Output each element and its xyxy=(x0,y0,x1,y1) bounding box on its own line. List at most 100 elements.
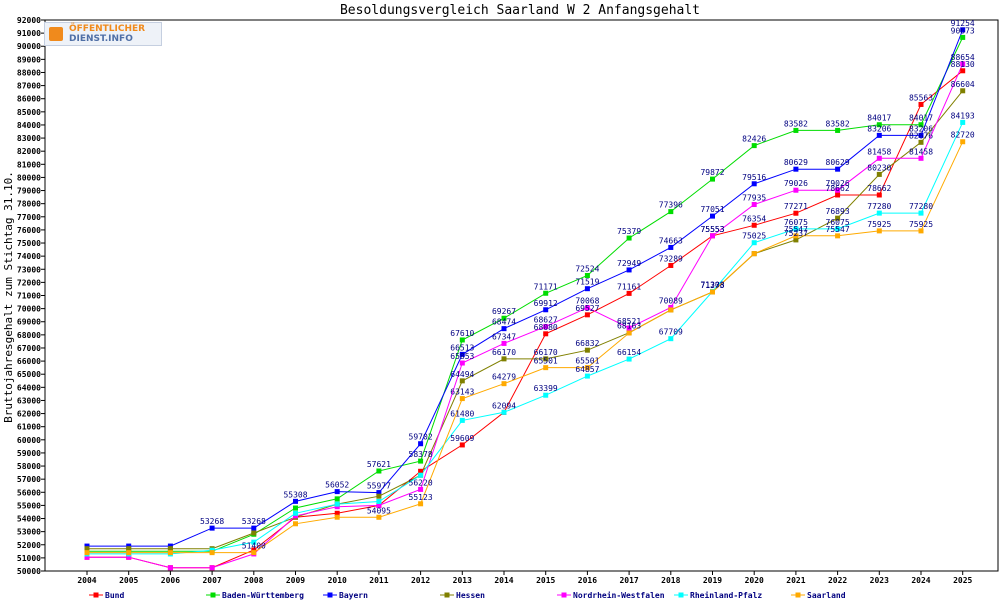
data-point xyxy=(626,356,632,362)
data-point xyxy=(84,550,90,556)
data-label: 70068 xyxy=(575,297,599,306)
data-point xyxy=(918,132,924,138)
y-tick-label: 50000 xyxy=(17,567,41,576)
data-point xyxy=(876,210,882,216)
data-label: 54095 xyxy=(367,506,391,515)
data-point xyxy=(293,510,298,516)
y-tick-label: 84000 xyxy=(17,121,41,130)
y-tick-label: 89000 xyxy=(17,55,41,64)
data-point xyxy=(418,441,424,447)
y-tick-label: 73000 xyxy=(17,265,41,274)
data-point xyxy=(167,543,173,549)
y-tick-label: 78000 xyxy=(17,200,41,209)
data-point xyxy=(459,378,465,384)
x-tick-label: 2011 xyxy=(369,576,388,585)
data-point xyxy=(459,417,465,423)
data-point xyxy=(334,496,340,502)
x-tick-label: 2023 xyxy=(870,576,889,585)
data-point xyxy=(543,290,549,296)
y-tick-label: 92000 xyxy=(17,16,41,25)
data-point xyxy=(334,501,340,507)
y-tick-label: 70000 xyxy=(17,305,41,314)
data-point xyxy=(960,34,966,40)
data-point xyxy=(459,442,465,448)
data-label: 69527 xyxy=(575,304,599,313)
data-label: 76075 xyxy=(784,218,808,227)
data-label: 78662 xyxy=(826,184,850,193)
x-tick-label: 2018 xyxy=(661,576,680,585)
data-point xyxy=(584,312,590,318)
data-label: 56220 xyxy=(409,478,433,487)
x-tick-label: 2024 xyxy=(911,576,930,585)
data-point xyxy=(668,336,674,342)
x-tick-label: 2014 xyxy=(494,576,513,585)
data-point xyxy=(793,226,799,232)
data-point xyxy=(751,251,757,257)
data-point xyxy=(751,240,757,246)
data-point xyxy=(584,365,590,371)
y-tick-label: 57000 xyxy=(17,475,41,484)
data-label: 67610 xyxy=(450,329,474,338)
data-point xyxy=(751,202,757,208)
data-label: 79026 xyxy=(826,179,850,188)
data-point xyxy=(584,286,590,292)
data-point xyxy=(668,209,674,215)
data-point xyxy=(793,210,799,216)
data-label: 68080 xyxy=(534,323,558,332)
data-label: 66170 xyxy=(492,348,516,357)
data-point xyxy=(418,458,424,464)
data-label: 57621 xyxy=(367,460,391,469)
data-point xyxy=(626,330,632,336)
data-point xyxy=(459,396,465,402)
data-label: 58378 xyxy=(409,450,433,459)
y-tick-label: 83000 xyxy=(17,134,41,143)
data-label: 72949 xyxy=(617,259,641,268)
data-point xyxy=(918,228,924,234)
data-point xyxy=(209,525,215,531)
data-label: 66170 xyxy=(534,348,558,357)
data-label: 80629 xyxy=(826,158,850,167)
data-label: 68627 xyxy=(534,316,558,325)
data-point xyxy=(293,521,298,527)
y-tick-label: 54000 xyxy=(17,515,41,524)
data-point xyxy=(251,547,257,553)
y-tick-label: 61000 xyxy=(17,423,41,432)
legend-label: Baden-Württemberg xyxy=(222,591,304,600)
y-tick-label: 80000 xyxy=(17,173,41,182)
y-tick-label: 77000 xyxy=(17,213,41,222)
data-label: 68521 xyxy=(617,317,641,326)
series-line xyxy=(87,37,964,552)
data-point xyxy=(293,513,298,519)
data-label: 82720 xyxy=(951,131,975,140)
data-label: 75547 xyxy=(826,225,850,234)
data-point xyxy=(918,155,924,161)
data-label: 64494 xyxy=(450,370,474,379)
data-label: 77935 xyxy=(742,194,766,203)
data-point xyxy=(84,543,90,549)
data-point xyxy=(835,215,841,221)
data-point xyxy=(251,530,257,536)
y-tick-label: 71000 xyxy=(17,292,41,301)
data-label: 75237 xyxy=(784,229,808,238)
y-tick-label: 55000 xyxy=(17,501,41,510)
data-point xyxy=(543,392,549,398)
data-label: 69267 xyxy=(492,307,516,316)
legend-label: Rheinland-Pfalz xyxy=(690,590,762,600)
logo-icon xyxy=(49,27,63,41)
y-tick-label: 63000 xyxy=(17,396,41,405)
data-label: 65501 xyxy=(534,357,558,366)
data-label: 71171 xyxy=(534,282,558,291)
data-label: 69912 xyxy=(534,299,558,308)
x-tick-label: 2016 xyxy=(578,576,597,585)
data-label: 66154 xyxy=(617,348,641,357)
x-tick-label: 2008 xyxy=(244,576,263,585)
data-label: 83206 xyxy=(909,124,933,133)
data-point xyxy=(418,468,424,474)
data-point xyxy=(960,68,966,74)
y-tick-label: 64000 xyxy=(17,383,41,392)
data-label: 75547 xyxy=(784,225,808,234)
data-point xyxy=(293,505,298,511)
data-label: 72524 xyxy=(575,265,599,274)
data-point xyxy=(334,504,340,510)
data-label: 56052 xyxy=(325,481,349,490)
